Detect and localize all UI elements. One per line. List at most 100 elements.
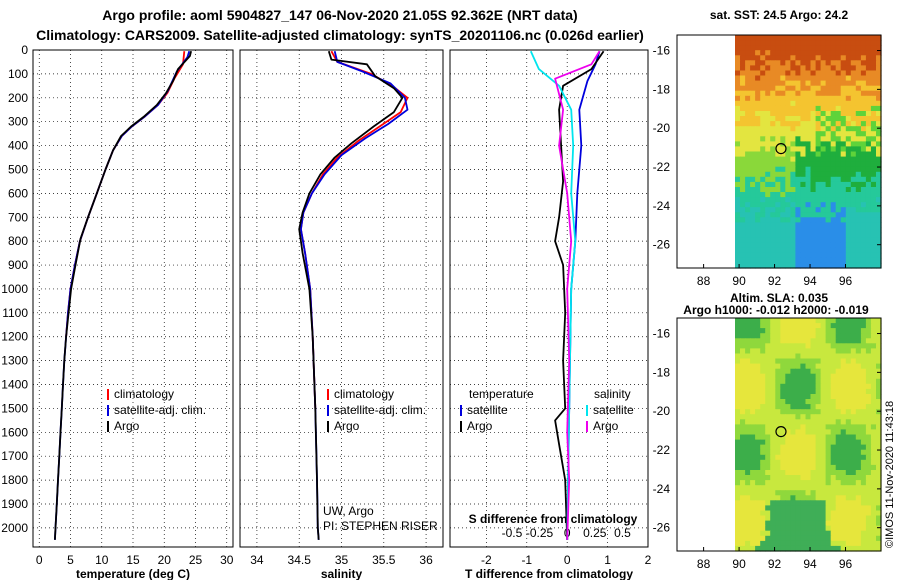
map-pixel xyxy=(835,424,842,431)
map-pixel xyxy=(825,459,832,466)
map-pixel xyxy=(840,480,847,486)
map-pixel xyxy=(765,70,771,77)
map-pixel xyxy=(790,464,796,471)
map-pixel xyxy=(735,166,741,173)
map-pixel xyxy=(820,378,827,385)
map-pixel xyxy=(790,65,796,72)
map-pixel xyxy=(815,192,822,198)
map-pixel xyxy=(860,146,867,153)
map-pixel xyxy=(790,70,796,77)
map-pixel xyxy=(790,363,796,370)
map-pixel xyxy=(845,454,852,461)
map-pixel xyxy=(795,454,801,461)
map-pixel xyxy=(795,505,801,512)
map-pixel xyxy=(755,505,761,512)
map-pixel xyxy=(735,404,741,410)
map-pixel xyxy=(850,485,857,491)
map-pixel xyxy=(755,470,761,476)
map-pixel xyxy=(820,545,827,552)
map-pixel xyxy=(780,212,786,218)
map-pixel xyxy=(750,197,756,203)
map-pixel xyxy=(770,485,776,491)
map-pixel xyxy=(845,262,852,269)
map-pixel xyxy=(855,510,862,517)
map-pixel xyxy=(795,439,801,446)
map-pixel xyxy=(835,530,842,537)
map-pixel xyxy=(865,105,872,112)
map-pixel xyxy=(805,495,812,501)
map-pixel xyxy=(795,399,801,405)
map-pixel xyxy=(760,434,766,441)
map-pixel xyxy=(795,338,801,344)
map-pixel xyxy=(865,116,872,122)
map-pixel xyxy=(775,111,781,117)
map-pixel xyxy=(830,454,837,461)
map-pixel xyxy=(760,495,766,501)
map-pixel xyxy=(770,540,776,547)
map-pixel xyxy=(775,257,781,264)
map-pixel xyxy=(870,40,877,46)
map-pixel xyxy=(820,116,827,122)
map-pixel xyxy=(770,353,776,360)
map-pixel xyxy=(845,146,852,153)
map-pixel xyxy=(830,318,837,324)
map-pixel xyxy=(840,530,847,537)
map-pixel xyxy=(760,141,766,148)
map-pixel xyxy=(760,242,766,249)
map-pixel xyxy=(810,212,817,218)
map-pixel xyxy=(800,202,806,208)
map-pixel xyxy=(815,141,822,148)
map-pixel xyxy=(755,353,761,360)
map-pixel xyxy=(750,363,756,370)
map-pixel xyxy=(835,197,842,203)
map-pixel xyxy=(735,439,741,446)
map-pixel xyxy=(810,363,817,370)
map-pixel xyxy=(855,212,862,218)
map-pixel xyxy=(775,217,781,223)
map-pixel xyxy=(850,378,857,385)
map-pixel xyxy=(876,378,882,385)
map-pixel xyxy=(835,136,842,142)
map-pixel xyxy=(790,434,796,441)
map-pixel xyxy=(830,434,837,441)
map-pixel xyxy=(785,85,791,92)
map-pixel xyxy=(745,95,751,102)
map-pixel xyxy=(825,485,832,491)
map-pixel xyxy=(785,409,791,415)
map-pixel xyxy=(785,105,791,112)
map-pixel xyxy=(855,55,862,61)
map-pixel xyxy=(780,60,786,66)
map-pixel xyxy=(815,131,822,137)
x-tick-label: 35.5 xyxy=(372,553,396,567)
map-pixel xyxy=(745,399,751,405)
map-pixel xyxy=(840,60,847,66)
map-pixel xyxy=(870,429,877,436)
map-pixel xyxy=(850,439,857,446)
map-pixel xyxy=(830,378,837,385)
map-pixel xyxy=(790,388,796,395)
map-pixel xyxy=(840,151,847,158)
map-pixel xyxy=(835,368,842,375)
map-pixel xyxy=(805,399,812,405)
map-pixel xyxy=(830,470,837,476)
legend-label: satellite xyxy=(593,403,634,417)
map-pixel xyxy=(835,217,842,223)
map-pixel xyxy=(790,333,796,339)
map-pixel xyxy=(835,449,842,456)
map-y-tick-label: -20 xyxy=(653,121,671,135)
map-pixel xyxy=(825,383,832,390)
map-pixel xyxy=(765,505,771,512)
map-pixel xyxy=(775,222,781,229)
map-pixel xyxy=(815,470,822,476)
map-pixel xyxy=(830,252,837,259)
map-pixel xyxy=(765,126,771,132)
map-pixel xyxy=(840,540,847,547)
map-pixel xyxy=(870,95,877,102)
map-pixel xyxy=(815,414,822,420)
map-pixel xyxy=(735,358,741,365)
map-pixel xyxy=(775,545,781,552)
map-pixel xyxy=(815,328,822,334)
map-pixel xyxy=(810,35,817,41)
map-pixel xyxy=(820,65,827,72)
map-pixel xyxy=(790,217,796,223)
